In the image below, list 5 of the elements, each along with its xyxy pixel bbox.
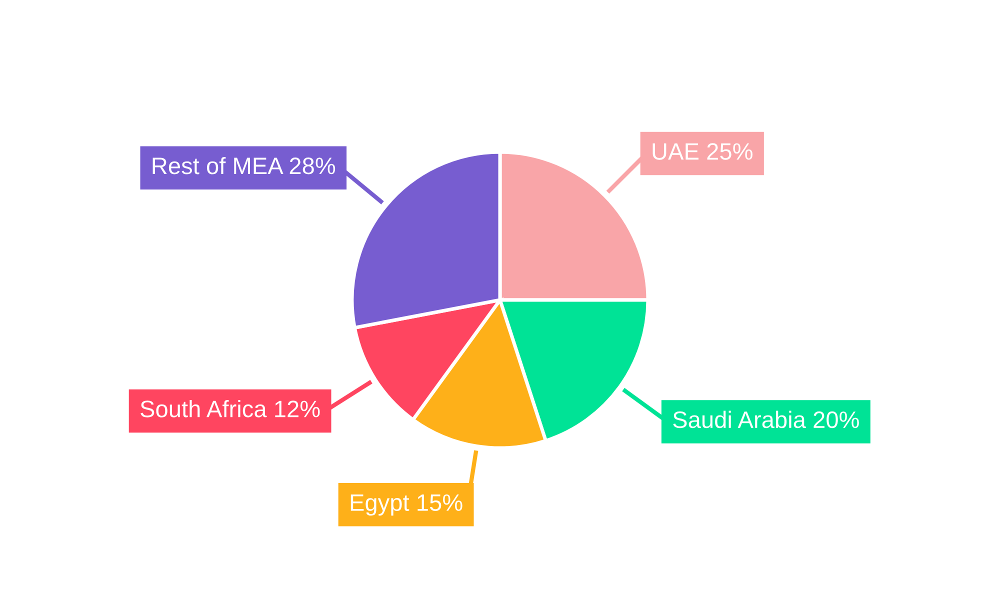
slice-label: South Africa 12%	[140, 400, 320, 418]
slice-label: Egypt 15%	[350, 494, 462, 516]
slice-label: Saudi Arabia 20%	[673, 410, 859, 428]
slice-label: UAE 25%	[652, 143, 752, 160]
slice-label: Rest of MEA 28%	[152, 156, 336, 174]
